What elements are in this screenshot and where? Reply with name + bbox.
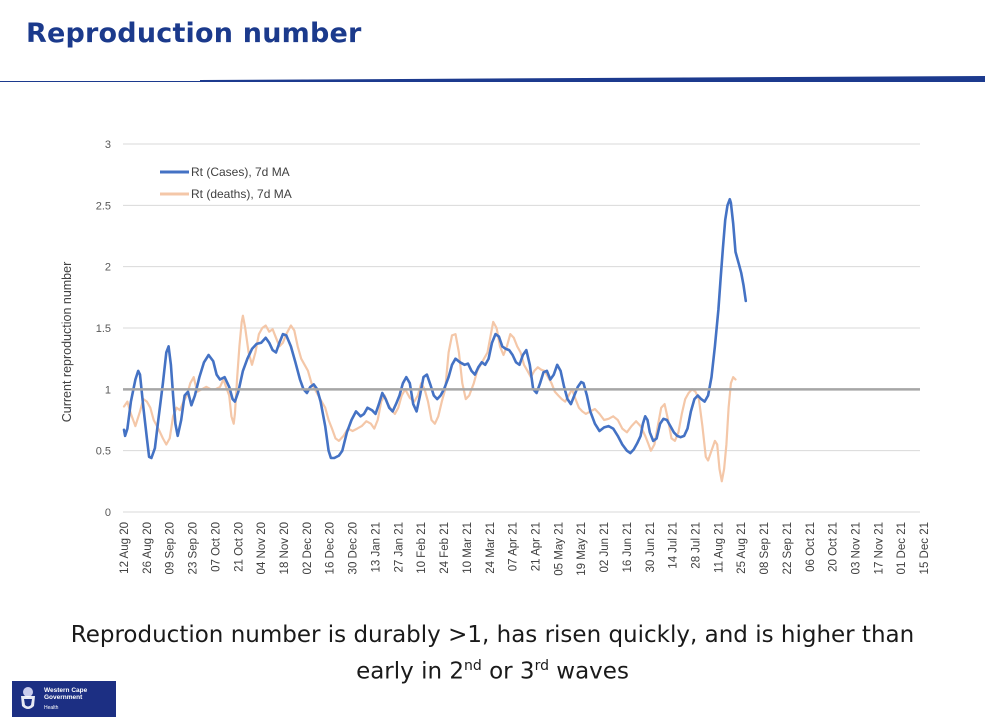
x-tick-label: 21 Oct 20 — [233, 522, 245, 572]
x-tick-label: 27 Jan 21 — [393, 522, 405, 573]
logo-line-2: Government — [44, 693, 83, 701]
x-tick-label: 10 Feb 21 — [416, 522, 428, 574]
y-tick-label: 2.5 — [96, 200, 111, 212]
coat-of-arms-icon — [21, 687, 35, 709]
x-tick-label: 06 Oct 21 — [805, 522, 817, 572]
x-tick-label: 11 Aug 21 — [713, 522, 725, 573]
rt-line-chart: 0 0.5 1 1.5 2 2.5 3 Current reproduction number… — [60, 139, 931, 576]
x-tick-label: 02 Dec 20 — [302, 522, 314, 574]
logo-text: Western Cape Government Health — [44, 687, 87, 712]
series-line-deaths — [122, 314, 737, 483]
x-tick-label: 17 Nov 21 — [873, 522, 885, 574]
x-tick-label: 07 Apr 21 — [508, 522, 520, 571]
x-tick-label: 08 Sep 21 — [759, 522, 771, 574]
x-tick-label: 03 Nov 21 — [851, 522, 863, 574]
legend-label-1: Rt (deaths), 7d MA — [191, 187, 292, 201]
western-cape-government-logo: Western Cape Government Health — [12, 681, 116, 717]
logo-dept: Health — [44, 704, 59, 711]
page-title: Reproduction number — [26, 18, 362, 49]
x-tick-label: 16 Dec 20 — [325, 522, 337, 574]
x-tick-label: 22 Sep 21 — [782, 522, 794, 574]
x-tick-label: 30 Dec 20 — [348, 522, 360, 574]
x-tick-label: 21 Apr 21 — [530, 522, 542, 571]
x-tick-label: 30 Jun 21 — [645, 522, 657, 573]
caption-sup-rd: rd — [534, 658, 549, 674]
x-tick-label: 18 Nov 20 — [279, 522, 291, 574]
x-tick-label: 19 May 21 — [576, 522, 588, 576]
x-tick-label: 24 Mar 21 — [485, 522, 497, 574]
x-tick-label: 04 Nov 20 — [256, 522, 268, 574]
x-tick-label: 26 Aug 20 — [142, 522, 154, 574]
y-tick-label: 1.5 — [96, 323, 111, 335]
x-tick-label: 24 Feb 21 — [439, 522, 451, 574]
caption-line-1: Reproduction number is durably >1, has r… — [70, 622, 915, 648]
caption-part-b: or 3 — [481, 658, 535, 685]
x-tick-label: 01 Dec 21 — [896, 522, 908, 574]
x-tick-label: 07 Oct 20 — [210, 522, 222, 572]
x-tick-label: 02 Jun 21 — [599, 522, 611, 573]
x-tick-label: 20 Oct 21 — [828, 522, 840, 572]
y-tick-label: 0.5 — [96, 446, 111, 458]
x-tick-label: 09 Sep 20 — [165, 522, 177, 574]
y-tick-label: 2 — [105, 262, 111, 274]
x-tick-label: 23 Sep 20 — [188, 522, 200, 574]
series-line-cases — [122, 197, 748, 460]
x-tick-label: 15 Dec 21 — [919, 522, 931, 574]
x-tick-label: 28 Jul 21 — [691, 522, 703, 569]
logo-line-1: Western Cape — [44, 686, 88, 694]
legend-label-0: Rt (Cases), 7d MA — [191, 165, 290, 179]
x-tick-label: 25 Aug 21 — [736, 522, 748, 574]
y-tick-label: 3 — [105, 139, 111, 151]
x-tick-label: 10 Mar 21 — [462, 522, 474, 574]
x-tick-label: 13 Jan 21 — [370, 522, 382, 573]
y-axis-label: Current reproduction number — [60, 262, 74, 423]
caption-part-a: early in 2 — [356, 658, 464, 685]
caption-part-c: waves — [548, 658, 629, 685]
x-tick-label: 16 Jun 21 — [622, 522, 634, 573]
slide-caption: Reproduction number is durably >1, has r… — [0, 620, 985, 688]
x-tick-label: 14 Jul 21 — [668, 522, 680, 569]
x-tick-label: 12 Aug 20 — [119, 522, 131, 574]
caption-sup-nd: nd — [464, 658, 482, 674]
caption-line-2: early in 2nd or 3rd waves — [0, 651, 985, 688]
title-rule — [0, 76, 985, 82]
x-tick-label: 05 May 21 — [553, 522, 565, 576]
rt-chart: 0 0.5 1 1.5 2 2.5 3 Current reproduction number… — [0, 120, 985, 590]
y-tick-label: 1 — [105, 384, 111, 396]
y-tick-label: 0 — [105, 507, 111, 519]
